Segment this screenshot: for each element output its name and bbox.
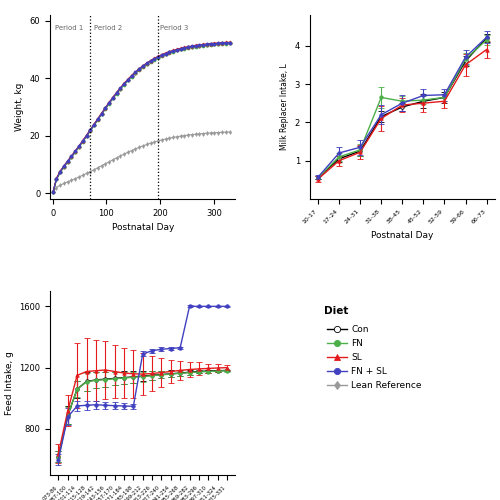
Text: Period 3: Period 3 [160,25,188,31]
Text: Diet: Diet [324,306,349,316]
Text: Period 2: Period 2 [94,25,122,31]
Text: Period 1: Period 1 [55,25,83,31]
Y-axis label: Feed Intake, g: Feed Intake, g [4,351,14,415]
Legend: Con, FN, SL, FN + SL, Lean Reference: Con, FN, SL, FN + SL, Lean Reference [324,322,426,394]
X-axis label: Postnatal Day: Postnatal Day [371,230,434,239]
X-axis label: Postnatal Day: Postnatal Day [112,224,174,232]
Y-axis label: Milk Replacer Intake, L: Milk Replacer Intake, L [280,64,289,150]
Y-axis label: Weight, kg: Weight, kg [15,83,24,131]
